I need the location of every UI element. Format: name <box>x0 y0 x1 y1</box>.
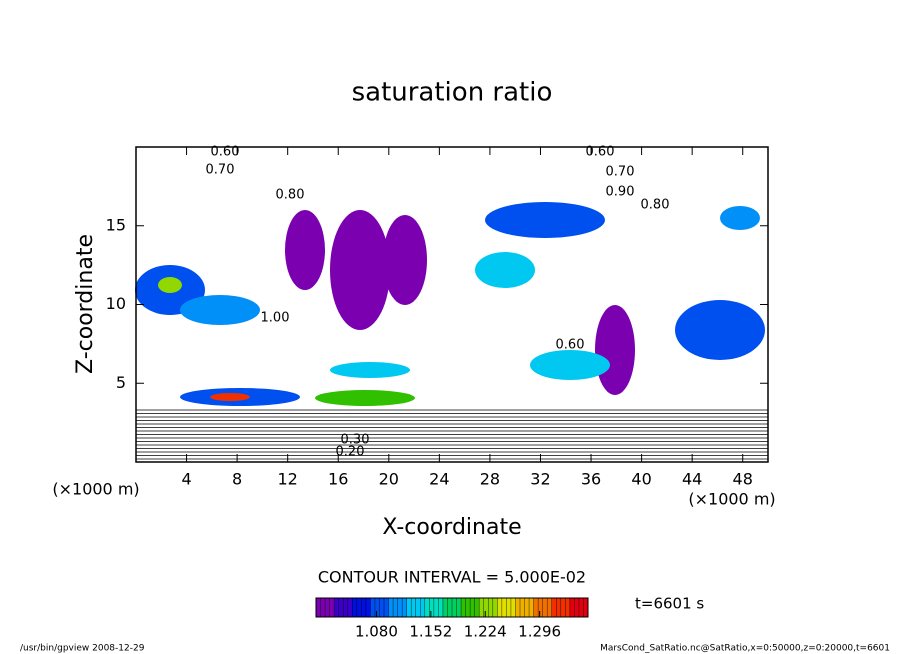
colorbar-tick-label: 1.296 <box>518 623 561 641</box>
contour-label: 0.20 <box>336 445 365 460</box>
field-blob <box>595 305 635 395</box>
field-blob <box>180 295 260 325</box>
y-axis-label: Z-coordinate <box>73 234 98 374</box>
colorbar-band <box>515 598 535 617</box>
field-blob <box>285 210 325 290</box>
x-tick-label: 48 <box>733 470 753 489</box>
colorbar-band <box>479 598 498 617</box>
colorbar-tick-label: 1.152 <box>409 623 452 641</box>
colorbar-tick-label: 1.224 <box>464 623 507 641</box>
colorbar-band <box>388 598 408 617</box>
colorbar-band <box>352 598 371 617</box>
x-tick-label: 32 <box>530 470 550 489</box>
colorbar-band <box>442 598 462 617</box>
y-tick-label: 5 <box>116 373 126 392</box>
field-blob <box>720 206 760 230</box>
x-unit: (×1000 m) <box>52 480 139 499</box>
field-blob <box>158 277 182 293</box>
time-label: t=6601 s <box>635 595 704 613</box>
field-blob <box>330 210 390 330</box>
contour-label: 0.60 <box>556 338 585 353</box>
x-tick-label: 36 <box>581 470 601 489</box>
x-tick-label: 28 <box>480 470 500 489</box>
x-tick-label: 20 <box>379 470 399 489</box>
colorbar-frame <box>315 597 589 618</box>
x-tick-label: 4 <box>181 470 191 489</box>
colorbar-band <box>334 598 353 617</box>
contour-label: 0.80 <box>276 188 305 203</box>
y-tick-label: 10 <box>106 294 126 313</box>
contour-label: 0.30 <box>341 433 370 448</box>
field-blob <box>383 215 427 305</box>
field-blob <box>315 390 415 406</box>
colorbar-band <box>569 598 589 617</box>
x-tick-label: 12 <box>278 470 298 489</box>
contour-label: 0.80 <box>641 198 670 213</box>
x-tick-label: 44 <box>682 470 702 489</box>
contour-label: 0.70 <box>206 163 235 178</box>
contour-label: 0.70 <box>606 165 635 180</box>
x-tick-label: 40 <box>631 470 651 489</box>
contour-label: 0.90 <box>606 185 635 200</box>
field-blob <box>210 393 250 401</box>
colorbar-band <box>461 598 480 617</box>
footer-left: /usr/bin/gpview 2008-12-29 <box>20 644 145 654</box>
colorbar-band <box>316 598 335 617</box>
contour-label: 0.60 <box>586 145 615 160</box>
y-tick-label: 15 <box>106 215 126 234</box>
field-blob <box>485 202 605 238</box>
colorbar-band <box>533 598 553 617</box>
x-tick-label: 8 <box>232 470 242 489</box>
colorbar-band <box>370 598 390 617</box>
colorbar-band <box>551 598 571 617</box>
contour-label: 1.00 <box>261 311 290 326</box>
field-blob <box>530 350 610 380</box>
x-unit: (×1000 m) <box>688 490 775 509</box>
footer-right: MarsCond_SatRatio.nc@SatRatio,x=0:50000,… <box>600 644 890 654</box>
x-axis-label: X-coordinate <box>382 515 521 540</box>
field-blob <box>330 362 410 378</box>
contour-lines <box>136 409 768 460</box>
contour-label: 0.60 <box>211 145 240 160</box>
colorbar-band <box>406 598 426 617</box>
chart-title: saturation ratio <box>352 78 553 108</box>
field <box>135 202 765 406</box>
x-tick-label: 24 <box>429 470 449 489</box>
colorbar-band <box>497 598 516 617</box>
colorbar-tick-label: 1.080 <box>355 623 398 641</box>
x-tick-label: 16 <box>328 470 348 489</box>
colorbar-band <box>424 598 444 617</box>
contour-interval: CONTOUR INTERVAL = 5.000E-02 <box>318 568 586 587</box>
field-blob <box>675 300 765 360</box>
field-blob <box>475 252 535 288</box>
